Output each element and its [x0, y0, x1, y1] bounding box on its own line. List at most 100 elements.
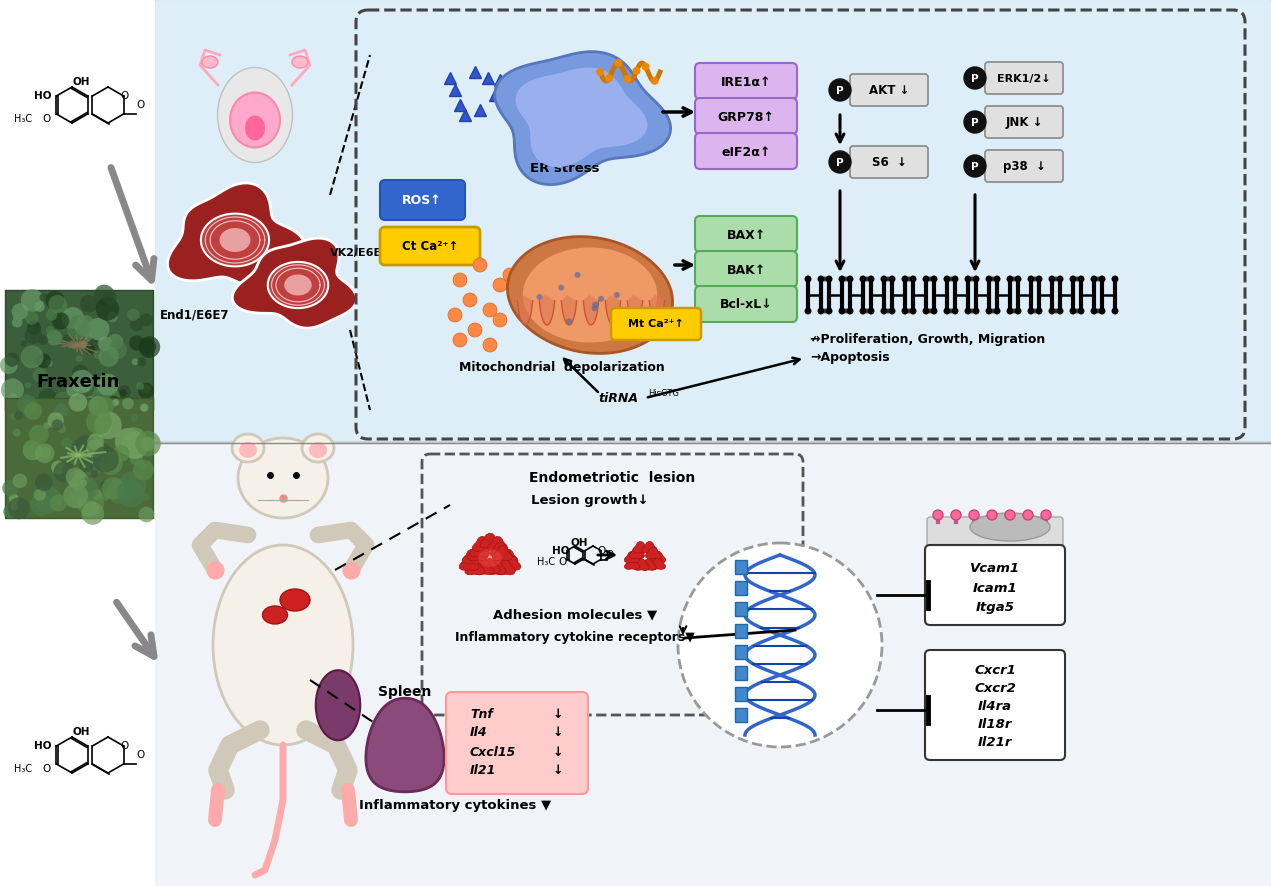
Text: Itga5: Itga5 — [976, 602, 1014, 615]
Circle shape — [1049, 307, 1055, 315]
Circle shape — [11, 303, 28, 320]
Circle shape — [25, 382, 32, 388]
FancyBboxPatch shape — [850, 74, 928, 106]
Circle shape — [53, 462, 75, 483]
Circle shape — [1056, 276, 1064, 283]
Text: BAX↑: BAX↑ — [726, 229, 765, 242]
Circle shape — [970, 276, 975, 282]
Circle shape — [89, 433, 102, 446]
FancyBboxPatch shape — [695, 216, 797, 252]
Circle shape — [46, 291, 65, 310]
Circle shape — [51, 461, 65, 475]
FancyBboxPatch shape — [850, 146, 928, 178]
Circle shape — [1, 378, 24, 401]
Text: Cxcr1: Cxcr1 — [974, 664, 1016, 678]
Circle shape — [1054, 308, 1059, 314]
Polygon shape — [517, 295, 533, 325]
Text: P: P — [836, 158, 844, 167]
Circle shape — [86, 408, 112, 435]
Text: Il4ra: Il4ra — [977, 701, 1012, 713]
Circle shape — [1041, 510, 1051, 520]
Circle shape — [130, 452, 142, 465]
Circle shape — [1023, 510, 1033, 520]
Circle shape — [948, 276, 953, 282]
Text: Fraxetin: Fraxetin — [37, 373, 119, 391]
Circle shape — [633, 67, 641, 75]
Circle shape — [605, 74, 613, 82]
Circle shape — [102, 478, 125, 500]
Circle shape — [558, 284, 564, 291]
Circle shape — [137, 357, 146, 366]
Circle shape — [859, 307, 867, 315]
Ellipse shape — [302, 434, 334, 462]
Circle shape — [113, 445, 130, 462]
Circle shape — [74, 315, 95, 337]
Circle shape — [943, 307, 951, 315]
Circle shape — [103, 291, 117, 305]
Circle shape — [52, 307, 58, 313]
Circle shape — [69, 470, 89, 490]
Text: Inflammatory cytokine receptors▼: Inflammatory cytokine receptors▼ — [455, 632, 695, 644]
Circle shape — [84, 333, 92, 341]
Circle shape — [69, 393, 88, 412]
FancyBboxPatch shape — [611, 308, 702, 340]
Polygon shape — [220, 228, 250, 252]
Circle shape — [81, 502, 104, 525]
FancyBboxPatch shape — [735, 560, 747, 574]
Text: P: P — [971, 118, 979, 128]
FancyBboxPatch shape — [153, 442, 1271, 886]
Text: ↓: ↓ — [553, 708, 563, 720]
Text: O: O — [43, 114, 51, 124]
Circle shape — [95, 297, 119, 321]
Text: O: O — [558, 557, 567, 567]
Circle shape — [483, 338, 497, 352]
Polygon shape — [474, 560, 494, 575]
Circle shape — [963, 67, 986, 89]
Circle shape — [14, 411, 23, 420]
Circle shape — [1012, 276, 1017, 282]
Circle shape — [13, 312, 23, 323]
Text: O: O — [136, 750, 145, 760]
Circle shape — [85, 338, 100, 352]
Text: OH: OH — [72, 727, 90, 736]
Circle shape — [923, 276, 929, 283]
Polygon shape — [480, 558, 500, 573]
Circle shape — [839, 276, 845, 283]
Circle shape — [1012, 308, 1017, 314]
Text: ERK1/2↓: ERK1/2↓ — [998, 74, 1051, 83]
Circle shape — [1032, 308, 1037, 314]
Text: Spleen: Spleen — [379, 685, 432, 699]
Text: Vcam1: Vcam1 — [970, 562, 1021, 574]
Circle shape — [90, 470, 98, 478]
Circle shape — [839, 307, 845, 315]
Circle shape — [1112, 276, 1118, 283]
Circle shape — [57, 398, 64, 404]
Circle shape — [75, 478, 98, 500]
Circle shape — [18, 394, 37, 414]
Circle shape — [55, 403, 69, 417]
Circle shape — [11, 317, 23, 328]
Polygon shape — [468, 546, 488, 561]
FancyBboxPatch shape — [925, 650, 1065, 760]
Circle shape — [52, 419, 64, 431]
Ellipse shape — [202, 56, 219, 68]
Polygon shape — [539, 295, 554, 325]
Circle shape — [910, 276, 916, 283]
Circle shape — [822, 308, 827, 314]
Circle shape — [829, 151, 852, 173]
Circle shape — [906, 276, 911, 282]
Circle shape — [969, 510, 979, 520]
Text: H₃C: H₃C — [14, 114, 32, 124]
Circle shape — [81, 507, 92, 517]
Circle shape — [825, 307, 833, 315]
Circle shape — [62, 307, 84, 330]
Polygon shape — [233, 238, 357, 328]
Polygon shape — [605, 295, 620, 325]
Circle shape — [881, 276, 887, 283]
Text: Il21r: Il21r — [977, 736, 1012, 750]
Text: Il18r: Il18r — [977, 719, 1012, 732]
Circle shape — [886, 308, 891, 314]
Circle shape — [70, 369, 94, 393]
Circle shape — [130, 317, 144, 331]
Circle shape — [805, 276, 811, 283]
